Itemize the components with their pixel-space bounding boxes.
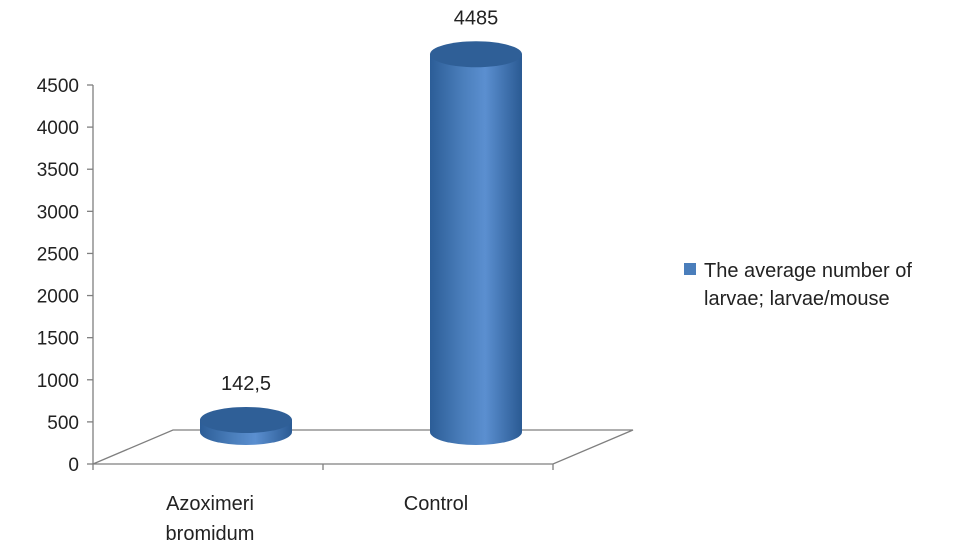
bar <box>430 54 522 445</box>
legend-swatch <box>684 263 696 275</box>
x-category-label: bromidum <box>166 523 255 544</box>
y-tick-label: 2500 <box>37 244 79 265</box>
y-tick-label: 1000 <box>37 371 79 392</box>
y-tick-label: 3500 <box>37 160 79 181</box>
x-category-label: Azoximeri <box>166 493 254 515</box>
y-tick-label: 500 <box>47 413 79 434</box>
legend-label: The average number of larvae; larvae/mou… <box>704 257 954 313</box>
x-category-label: Control <box>404 493 468 515</box>
bar-top <box>430 41 522 67</box>
y-tick-label: 0 <box>68 455 79 476</box>
y-tick-label: 1500 <box>37 329 79 350</box>
data-label: 4485 <box>454 7 499 29</box>
y-tick-label: 3000 <box>37 202 79 223</box>
legend: The average number of larvae; larvae/mou… <box>684 257 954 313</box>
y-tick-label: 2000 <box>37 287 79 308</box>
y-tick-label: 4000 <box>37 118 79 139</box>
y-tick-label: 4500 <box>37 76 79 97</box>
data-label: 142,5 <box>221 373 271 395</box>
chart-floor <box>93 430 633 464</box>
bar-top <box>200 407 292 433</box>
